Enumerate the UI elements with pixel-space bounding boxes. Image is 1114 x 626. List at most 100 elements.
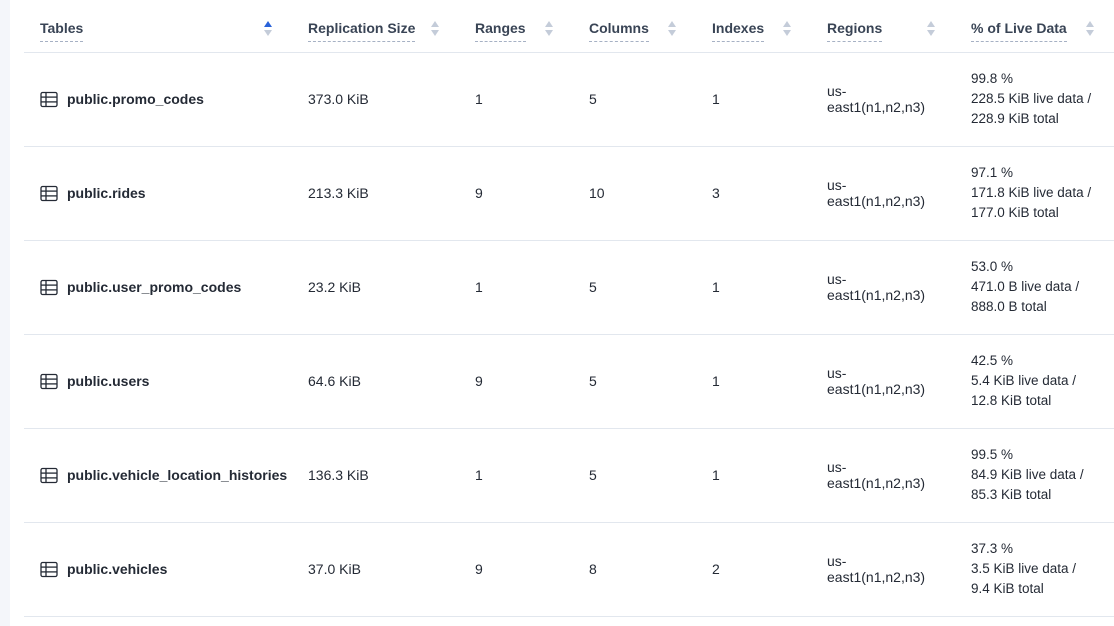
column-header-label: Columns [589,20,649,42]
indexes-cell: 1 [696,240,811,335]
ranges-cell: 9 [459,146,573,241]
ranges-cell: 1 [459,52,573,147]
sort-icon[interactable] [783,21,791,37]
table-icon [40,279,58,296]
table-icon [40,91,58,108]
sort-icon[interactable] [431,21,439,37]
table-name-link[interactable]: public.promo_codes [67,91,204,107]
table-name-link[interactable]: public.users [67,373,150,389]
regions-cell: us-east1(n1,n2,n3) [811,240,955,335]
table-name-cell: public.user_promo_codes [24,240,292,335]
replication-size-cell: 213.3 KiB [292,146,459,241]
indexes-cell: 1 [696,52,811,147]
live-data-percent: 99.5 % [971,447,1014,462]
column-header-live-data[interactable]: % of Live Data [955,0,1114,53]
table-icon [40,373,58,390]
total-data-amount: 888.0 B total [971,299,1047,314]
table-name-link[interactable]: public.vehicle_location_histories [67,467,288,483]
indexes-cell: 1 [696,334,811,429]
table-icon [40,185,58,202]
column-header-tables[interactable]: Tables [24,0,292,53]
sort-icon[interactable] [264,21,272,37]
column-header-label: Tables [40,20,84,42]
table-name-link[interactable]: public.vehicles [67,561,168,577]
sort-icon[interactable] [545,21,553,37]
live-data-percent: 99.8 % [971,71,1014,86]
total-data-amount: 9.4 KiB total [971,581,1044,596]
column-header-regions[interactable]: Regions [811,0,955,53]
sort-icon[interactable] [668,21,676,37]
table-body: public.promo_codes 373.0 KiB 1 5 1 us-ea… [24,52,1114,617]
column-header-label: Ranges [475,20,526,42]
column-header-ranges[interactable]: Ranges [459,0,573,53]
table-header: Tables Replication Size Ranges [24,0,1114,53]
table-icon [40,561,58,578]
live-data-amount: 228.5 KiB live data / [971,91,1092,106]
replication-size-cell: 23.2 KiB [292,240,459,335]
live-data-cell: 53.0 % 471.0 B live data / 888.0 B total [955,240,1114,335]
regions-cell: us-east1(n1,n2,n3) [811,52,955,147]
indexes-cell: 1 [696,428,811,523]
live-data-amount: 84.9 KiB live data / [971,467,1084,482]
table-icon [40,467,58,484]
sort-icon[interactable] [1086,21,1094,37]
columns-cell: 10 [573,146,696,241]
table-row: public.user_promo_codes 23.2 KiB 1 5 1 u… [24,240,1114,335]
live-data-cell: 99.8 % 228.5 KiB live data / 228.9 KiB t… [955,52,1114,147]
total-data-amount: 228.9 KiB total [971,111,1059,126]
column-header-indexes[interactable]: Indexes [696,0,811,53]
column-header-label: % of Live Data [971,20,1067,42]
indexes-cell: 3 [696,146,811,241]
total-data-amount: 85.3 KiB total [971,487,1052,502]
live-data-amount: 471.0 B live data / [971,279,1080,294]
table-name-link[interactable]: public.user_promo_codes [67,279,242,295]
table-name-cell: public.vehicle_location_histories [24,428,292,523]
table-name-cell: public.users [24,334,292,429]
columns-cell: 5 [573,52,696,147]
table-row: public.vehicle_location_histories 136.3 … [24,428,1114,523]
live-data-percent: 53.0 % [971,259,1014,274]
column-header-label: Regions [827,20,883,42]
total-data-amount: 177.0 KiB total [971,205,1059,220]
regions-cell: us-east1(n1,n2,n3) [811,146,955,241]
replication-size-cell: 136.3 KiB [292,428,459,523]
live-data-cell: 97.1 % 171.8 KiB live data / 177.0 KiB t… [955,146,1114,241]
sort-icon[interactable] [927,21,935,37]
live-data-percent: 37.3 % [971,541,1014,556]
table-name-cell: public.rides [24,146,292,241]
ranges-cell: 1 [459,428,573,523]
column-header-replication-size[interactable]: Replication Size [292,0,459,53]
live-data-amount: 5.4 KiB live data / [971,373,1077,388]
column-header-label: Indexes [712,20,765,42]
live-data-amount: 171.8 KiB live data / [971,185,1092,200]
columns-cell: 5 [573,428,696,523]
ranges-cell: 9 [459,522,573,617]
indexes-cell: 2 [696,522,811,617]
live-data-percent: 42.5 % [971,353,1014,368]
page-left-edge [0,0,10,626]
live-data-cell: 42.5 % 5.4 KiB live data / 12.8 KiB tota… [955,334,1114,429]
columns-cell: 5 [573,240,696,335]
table-row: public.vehicles 37.0 KiB 9 8 2 us-east1(… [24,522,1114,617]
ranges-cell: 1 [459,240,573,335]
column-header-label: Replication Size [308,20,416,42]
columns-cell: 5 [573,334,696,429]
live-data-cell: 37.3 % 3.5 KiB live data / 9.4 KiB total [955,522,1114,617]
column-header-columns[interactable]: Columns [573,0,696,53]
replication-size-cell: 37.0 KiB [292,522,459,617]
tables-table: Tables Replication Size Ranges [24,0,1114,617]
live-data-cell: 99.5 % 84.9 KiB live data / 85.3 KiB tot… [955,428,1114,523]
replication-size-cell: 373.0 KiB [292,52,459,147]
table-name-cell: public.vehicles [24,522,292,617]
ranges-cell: 9 [459,334,573,429]
regions-cell: us-east1(n1,n2,n3) [811,428,955,523]
table-row: public.users 64.6 KiB 9 5 1 us-east1(n1,… [24,334,1114,429]
columns-cell: 8 [573,522,696,617]
table-name-link[interactable]: public.rides [67,185,146,201]
regions-cell: us-east1(n1,n2,n3) [811,522,955,617]
live-data-percent: 97.1 % [971,165,1014,180]
total-data-amount: 12.8 KiB total [971,393,1052,408]
regions-cell: us-east1(n1,n2,n3) [811,334,955,429]
replication-size-cell: 64.6 KiB [292,334,459,429]
